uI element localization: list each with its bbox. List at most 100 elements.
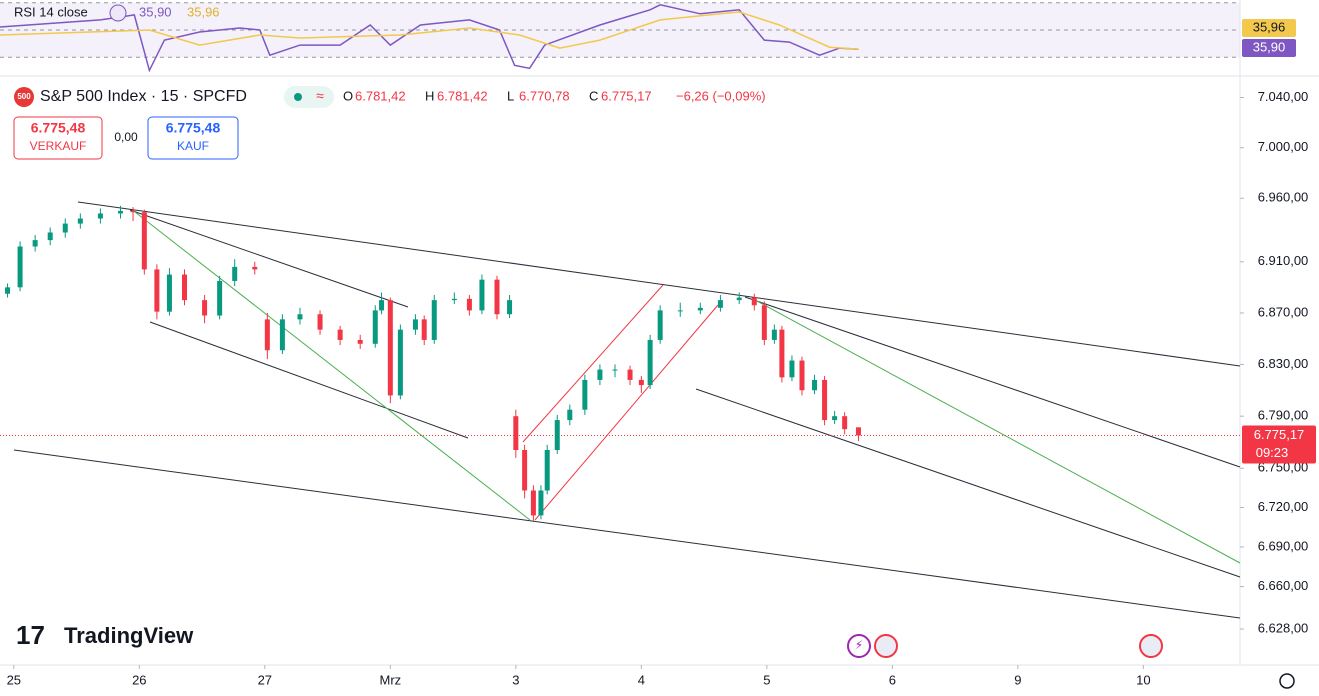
candle-body — [597, 369, 603, 380]
ohlc-value: 6.781,42 — [437, 88, 488, 103]
candle-body — [5, 287, 11, 294]
event-icon[interactable] — [874, 634, 898, 658]
candle-body — [317, 314, 323, 330]
buy-label: KAUF — [177, 139, 209, 153]
candle-body — [252, 266, 258, 270]
candle-body — [387, 300, 393, 396]
candle-body — [117, 210, 123, 214]
ohlc-name: L — [507, 88, 514, 103]
symbol-title: S&P 500 Index · 15 · SPCFD — [40, 88, 247, 105]
status-pill[interactable] — [284, 86, 334, 108]
sell-label: VERKAUF — [30, 139, 87, 153]
candle-body — [507, 300, 513, 315]
candle-body — [451, 298, 457, 301]
candle-body — [130, 210, 136, 213]
candle-body — [522, 450, 528, 491]
price-layer: 7.040,00 7.000,00 6.960,00 6.910,00 6.870,00… — [0, 89, 1316, 687]
rsi-legend-value: 35,90 — [139, 4, 172, 19]
ohlc-legend: O 6.781,42 H 6.781,42 L 6.770,78 C 6.775,17 — [343, 88, 652, 103]
candle-body — [379, 300, 385, 311]
buy-price: 6.775,48 — [166, 120, 221, 136]
settings-icon[interactable] — [1279, 673, 1295, 689]
last-value-label: 35,96 — [1253, 19, 1286, 34]
candle-body — [154, 269, 160, 312]
trend-line[interactable] — [129, 209, 409, 308]
rsi-layer: 35,90 35,96 — [0, 2, 1296, 73]
brand-mark: 17 — [16, 620, 45, 650]
last-price-label: 6.775,17 — [1254, 427, 1305, 442]
last-value-box — [1242, 39, 1296, 57]
candle-body — [166, 274, 172, 312]
candle-body — [822, 379, 828, 421]
candle-body — [97, 213, 103, 219]
channel-line[interactable] — [522, 284, 664, 443]
last-value-label: 35,90 — [1253, 39, 1286, 54]
rsi-icon[interactable] — [109, 4, 127, 22]
change-label: −6,26 (−0,09%) — [676, 88, 766, 103]
y-tick-label: 7.040,00 — [1258, 89, 1309, 104]
candle-body — [17, 246, 23, 288]
ohlc-value: 6.770,78 — [519, 88, 570, 103]
y-tick-label: 6.720,00 — [1258, 499, 1309, 514]
candle-body — [513, 416, 519, 451]
candle-body — [612, 369, 618, 371]
candle-body — [799, 360, 805, 391]
y-tick-label: 6.830,00 — [1258, 356, 1309, 371]
candle-body — [232, 266, 238, 281]
y-tick-label: 6.870,00 — [1258, 304, 1309, 319]
candle-body — [297, 314, 303, 320]
y-tick-label: 7.000,00 — [1258, 139, 1309, 154]
candle-body — [842, 416, 848, 430]
last-price-box — [1242, 425, 1316, 464]
candle-body — [789, 360, 795, 378]
countdown: 09:23 — [1256, 445, 1289, 460]
candle-body — [677, 310, 683, 312]
candle-body — [264, 319, 270, 351]
brand: TradingView — [64, 623, 194, 648]
buy-button[interactable] — [147, 116, 239, 160]
symbol-badge — [14, 87, 34, 107]
market-status — [294, 93, 302, 101]
candle-body — [761, 305, 767, 340]
channel-line[interactable] — [534, 304, 719, 521]
candle-body — [412, 319, 418, 330]
event-icon[interactable] — [847, 634, 871, 658]
trend-line[interactable] — [695, 388, 1241, 578]
drawings — [13, 201, 1241, 619]
sell-button[interactable] — [13, 116, 103, 160]
candle-body — [582, 379, 588, 410]
sell-price: 6.775,48 — [31, 120, 86, 136]
x-tick-label: 3 — [512, 672, 519, 687]
series-line — [0, 11, 859, 50]
trend-line[interactable] — [77, 201, 1241, 367]
trend-line[interactable] — [134, 211, 531, 521]
candle-body — [421, 319, 427, 340]
rsi-ma-legend-value: 35,96 — [187, 4, 220, 19]
candle-body — [544, 450, 550, 491]
candle-body — [47, 232, 53, 241]
trend-line[interactable] — [744, 296, 1241, 468]
symbol-badge-text: 500 — [17, 92, 31, 101]
event-icon[interactable] — [1139, 634, 1163, 658]
candle-body — [466, 298, 472, 311]
candle-body — [32, 240, 38, 247]
x-tick-label: 6 — [889, 672, 896, 687]
candle-body — [812, 379, 818, 391]
y-tick-label: 6.690,00 — [1258, 538, 1309, 553]
ohlc-name: O — [343, 88, 353, 103]
trend-line[interactable] — [13, 449, 1241, 619]
candle-body — [337, 329, 343, 340]
candle-body — [751, 297, 757, 306]
x-tick-label: 10 — [1136, 672, 1150, 687]
candle-body — [372, 310, 378, 344]
ohlc-name: C — [589, 88, 598, 103]
candle-body — [647, 339, 653, 386]
candle-body — [202, 300, 208, 316]
x-tick-label: 5 — [763, 672, 770, 687]
trend-line[interactable] — [149, 321, 469, 439]
candle-body — [657, 310, 663, 340]
ohlc-name: H — [425, 88, 434, 103]
trend-line[interactable] — [754, 299, 1241, 564]
